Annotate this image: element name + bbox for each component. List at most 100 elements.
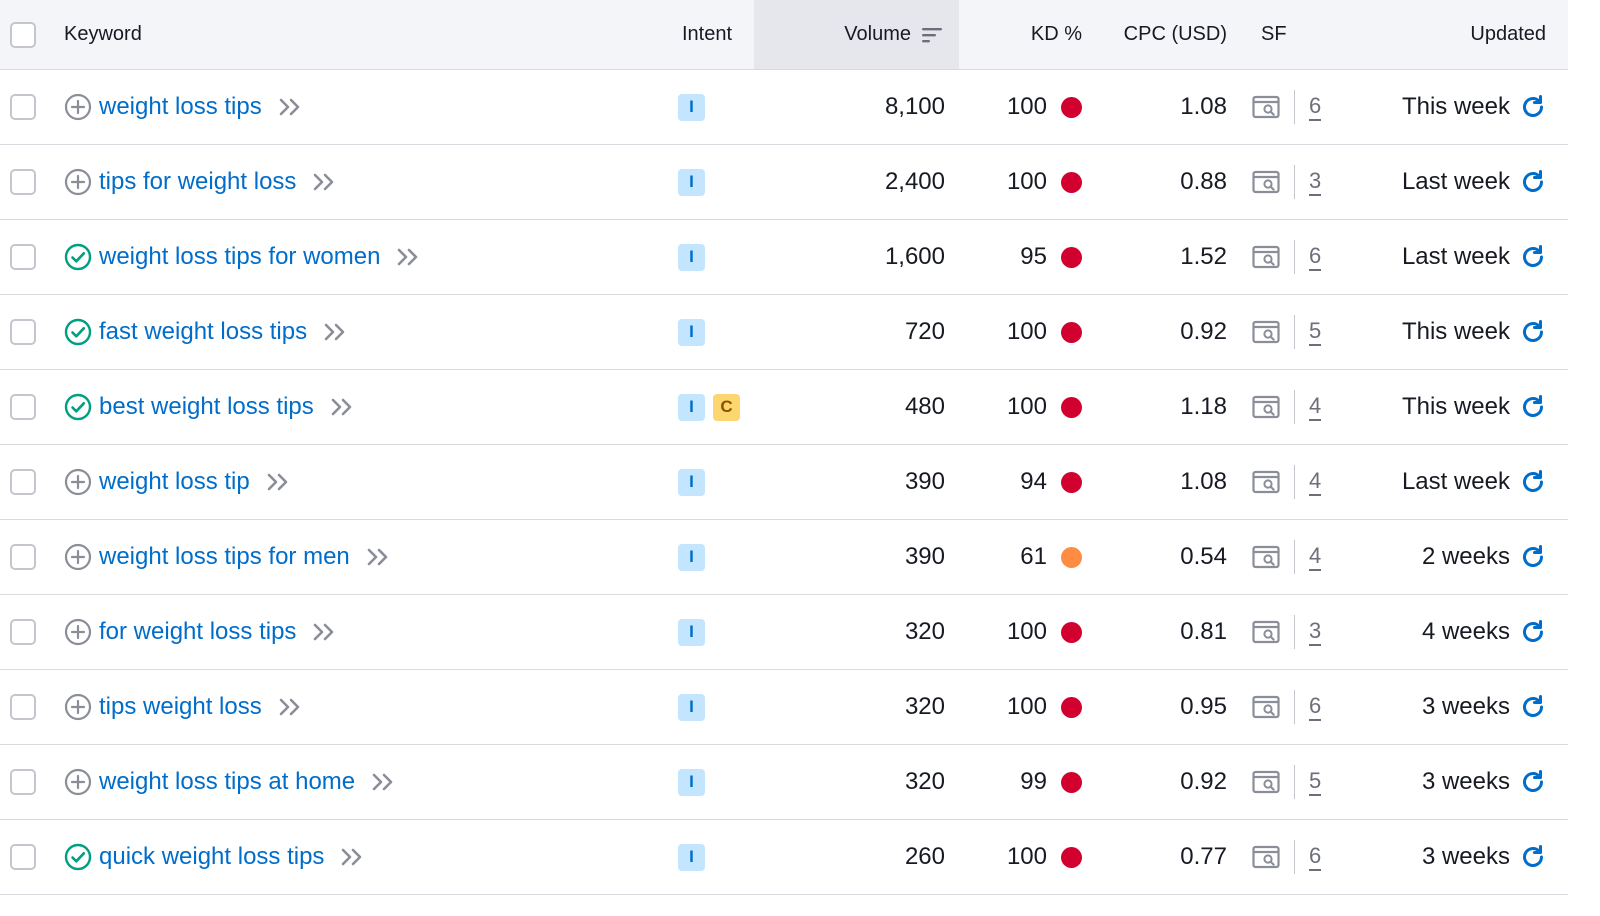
row-checkbox[interactable]: [10, 169, 36, 195]
refresh-icon[interactable]: [1520, 544, 1546, 570]
row-checkbox[interactable]: [10, 244, 36, 270]
sf-count[interactable]: 3: [1309, 168, 1322, 196]
check-circle-icon[interactable]: [64, 318, 92, 346]
serp-features-icon[interactable]: [1252, 770, 1282, 794]
intent-badge-I[interactable]: I: [678, 618, 705, 646]
kd-difficulty-dot: [1061, 846, 1082, 868]
header-cpc[interactable]: CPC (USD): [1090, 0, 1227, 69]
double-chevron-right-icon[interactable]: [340, 847, 364, 867]
sort-descending-icon[interactable]: [921, 26, 943, 44]
refresh-icon[interactable]: [1520, 94, 1546, 120]
intent-badge-I[interactable]: I: [678, 843, 705, 871]
intent-badge-I[interactable]: I: [678, 168, 705, 196]
sf-count[interactable]: 4: [1309, 468, 1322, 496]
sf-count[interactable]: 4: [1309, 393, 1322, 421]
serp-features-icon[interactable]: [1252, 845, 1282, 869]
select-all-checkbox[interactable]: [10, 21, 36, 48]
serp-features-icon[interactable]: [1252, 320, 1282, 344]
sf-count[interactable]: 6: [1309, 243, 1322, 271]
sf-count[interactable]: 4: [1309, 543, 1322, 571]
check-circle-icon[interactable]: [64, 393, 92, 421]
check-circle-icon[interactable]: [64, 843, 92, 871]
refresh-icon[interactable]: [1520, 844, 1546, 870]
keyword-link[interactable]: weight loss tips for men: [99, 543, 350, 570]
double-chevron-right-icon[interactable]: [266, 472, 290, 492]
keyword-link[interactable]: quick weight loss tips: [99, 843, 325, 870]
refresh-icon[interactable]: [1520, 619, 1546, 645]
keyword-link[interactable]: weight loss tip: [99, 468, 250, 495]
serp-features-icon[interactable]: [1252, 245, 1282, 269]
serp-features-icon[interactable]: [1252, 620, 1282, 644]
sf-count[interactable]: 6: [1309, 93, 1322, 121]
plus-circle-icon[interactable]: [64, 168, 92, 196]
plus-circle-icon[interactable]: [64, 768, 92, 796]
sf-count[interactable]: 6: [1309, 693, 1322, 721]
refresh-icon[interactable]: [1520, 769, 1546, 795]
refresh-icon[interactable]: [1520, 169, 1546, 195]
double-chevron-right-icon[interactable]: [312, 172, 336, 192]
intent-badge-I[interactable]: I: [678, 693, 705, 721]
double-chevron-right-icon[interactable]: [312, 622, 336, 642]
keyword-link[interactable]: tips weight loss: [99, 693, 262, 720]
header-intent[interactable]: Intent: [682, 0, 762, 69]
plus-circle-icon[interactable]: [64, 468, 92, 496]
sf-count[interactable]: 5: [1309, 318, 1322, 346]
double-chevron-right-icon[interactable]: [278, 97, 302, 117]
plus-circle-icon[interactable]: [64, 93, 92, 121]
plus-circle-icon[interactable]: [64, 693, 92, 721]
plus-circle-icon[interactable]: [64, 543, 92, 571]
row-checkbox[interactable]: [10, 694, 36, 720]
refresh-icon[interactable]: [1520, 469, 1546, 495]
refresh-icon[interactable]: [1520, 694, 1546, 720]
intent-badge-I[interactable]: I: [678, 393, 705, 421]
keyword-link[interactable]: for weight loss tips: [99, 618, 297, 645]
refresh-icon[interactable]: [1520, 319, 1546, 345]
sf-count[interactable]: 6: [1309, 843, 1322, 871]
intent-badge-C[interactable]: C: [713, 393, 740, 421]
intent-badge-I[interactable]: I: [678, 318, 705, 346]
intent-badge-I[interactable]: I: [678, 93, 705, 121]
sf-count[interactable]: 3: [1309, 618, 1322, 646]
serp-features-icon[interactable]: [1252, 95, 1282, 119]
row-checkbox[interactable]: [10, 319, 36, 345]
header-keyword[interactable]: Keyword: [64, 0, 664, 69]
intent-cell: I: [678, 520, 758, 594]
double-chevron-right-icon[interactable]: [323, 322, 347, 342]
serp-features-icon[interactable]: [1252, 470, 1282, 494]
refresh-icon[interactable]: [1520, 394, 1546, 420]
row-checkbox[interactable]: [10, 94, 36, 120]
double-chevron-right-icon[interactable]: [366, 547, 390, 567]
double-chevron-right-icon[interactable]: [371, 772, 395, 792]
intent-badge-I[interactable]: I: [678, 768, 705, 796]
header-sf[interactable]: SF: [1261, 0, 1351, 69]
row-checkbox[interactable]: [10, 844, 36, 870]
keyword-link[interactable]: weight loss tips at home: [99, 768, 356, 795]
keyword-link[interactable]: weight loss tips: [99, 93, 262, 120]
keyword-link[interactable]: tips for weight loss: [99, 168, 297, 195]
intent-badge-I[interactable]: I: [678, 468, 705, 496]
intent-badge-I[interactable]: I: [678, 543, 705, 571]
check-circle-icon[interactable]: [64, 243, 92, 271]
double-chevron-right-icon[interactable]: [278, 697, 302, 717]
double-chevron-right-icon[interactable]: [330, 397, 354, 417]
row-checkbox[interactable]: [10, 619, 36, 645]
header-volume[interactable]: Volume: [754, 0, 959, 69]
double-chevron-right-icon[interactable]: [396, 247, 420, 267]
header-updated[interactable]: Updated: [1380, 0, 1546, 69]
serp-features-icon[interactable]: [1252, 170, 1282, 194]
row-checkbox[interactable]: [10, 469, 36, 495]
row-checkbox[interactable]: [10, 769, 36, 795]
keyword-link[interactable]: fast weight loss tips: [99, 318, 308, 345]
serp-features-icon[interactable]: [1252, 395, 1282, 419]
header-kd[interactable]: KD %: [960, 0, 1082, 69]
sf-count[interactable]: 5: [1309, 768, 1322, 796]
intent-badge-I[interactable]: I: [678, 243, 705, 271]
keyword-link[interactable]: best weight loss tips: [99, 393, 314, 420]
row-checkbox[interactable]: [10, 544, 36, 570]
row-checkbox[interactable]: [10, 394, 36, 420]
serp-features-icon[interactable]: [1252, 695, 1282, 719]
refresh-icon[interactable]: [1520, 244, 1546, 270]
plus-circle-icon[interactable]: [64, 618, 92, 646]
keyword-link[interactable]: weight loss tips for women: [99, 243, 381, 270]
serp-features-icon[interactable]: [1252, 545, 1282, 569]
